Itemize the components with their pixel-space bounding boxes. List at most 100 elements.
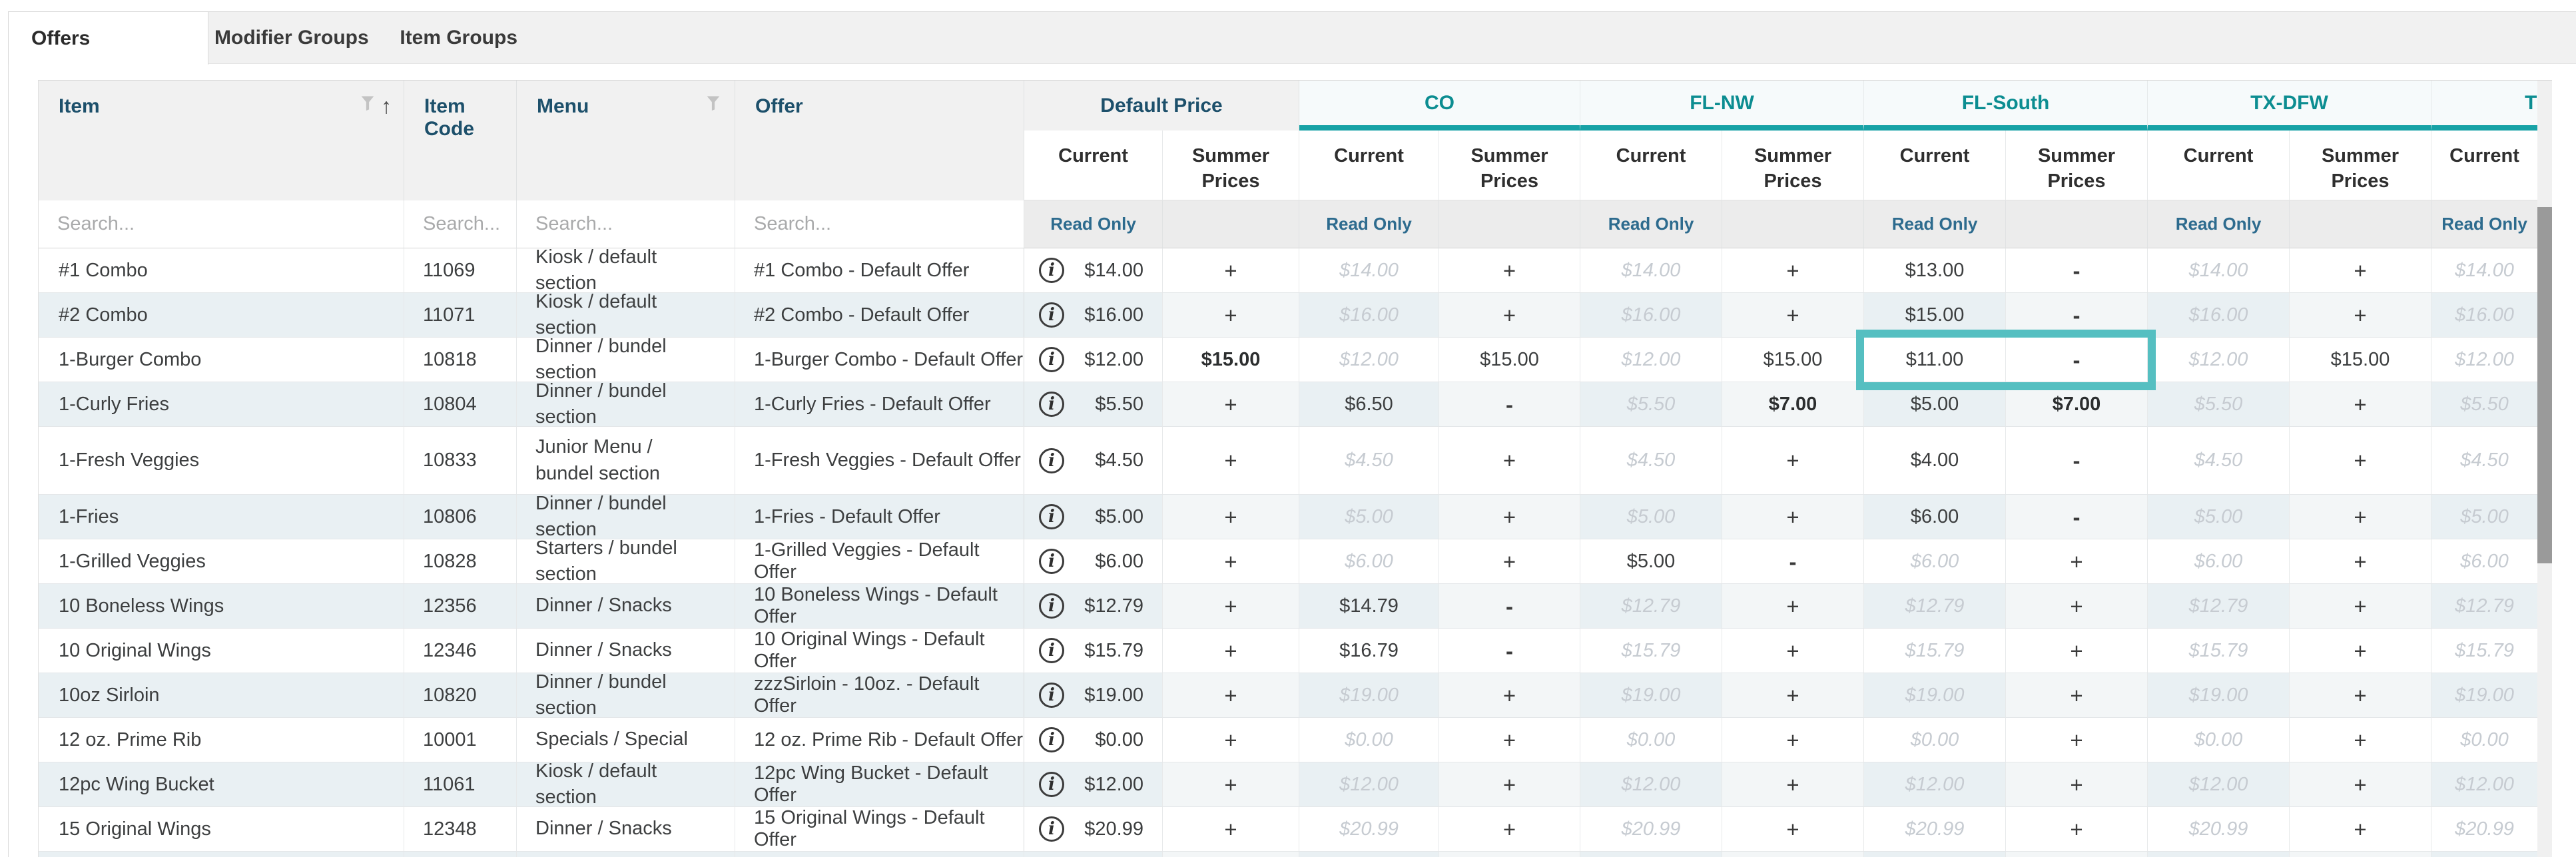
co-summer-price-cell[interactable]: +: [1439, 293, 1580, 337]
info-icon[interactable]: i: [1039, 638, 1064, 663]
add-summer-price-button[interactable]: +: [2354, 816, 2367, 842]
info-icon[interactable]: i: [1039, 258, 1064, 283]
filter-icon[interactable]: [704, 94, 723, 118]
tx-dfw-summer-price-cell[interactable]: +: [2290, 629, 2431, 673]
column-header-item[interactable]: Item ↑: [39, 81, 404, 200]
default-summer-price-cell[interactable]: +: [1163, 584, 1299, 628]
fl-south-summer-price-cell[interactable]: +: [2006, 718, 2148, 762]
add-summer-price-button[interactable]: +: [2354, 549, 2367, 574]
fl-nw-summer-price-cell[interactable]: $15.00: [1722, 338, 1864, 382]
tx-dfw-summer-price-cell[interactable]: +: [2290, 584, 2431, 628]
co-summer-price-cell[interactable]: +: [1439, 539, 1580, 583]
add-summer-price-button[interactable]: +: [2354, 448, 2367, 473]
add-summer-price-button[interactable]: +: [2354, 638, 2367, 663]
add-summer-price-button[interactable]: +: [1224, 258, 1237, 283]
co-summer-price-cell[interactable]: +: [1439, 427, 1580, 494]
fl-nw-summer-price-cell[interactable]: +: [1722, 584, 1864, 628]
info-icon[interactable]: i: [1039, 816, 1064, 842]
co-summer-price-cell[interactable]: $15.00: [1439, 338, 1580, 382]
remove-price-button[interactable]: -: [1506, 593, 1513, 619]
info-icon[interactable]: i: [1039, 447, 1064, 473]
default-summer-price-cell[interactable]: +: [1163, 248, 1299, 292]
fl-south-summer-price-cell[interactable]: $7.00: [2006, 382, 2148, 426]
add-summer-price-button[interactable]: +: [1786, 772, 1799, 797]
fl-south-summer-price-cell[interactable]: -: [2006, 495, 2148, 539]
tx-dfw-summer-price-cell[interactable]: +: [2290, 673, 2431, 717]
add-summer-price-button[interactable]: +: [1786, 302, 1799, 328]
info-icon[interactable]: i: [1039, 683, 1064, 708]
tx-dfw-summer-price-cell[interactable]: +: [2290, 382, 2431, 426]
remove-price-button[interactable]: -: [2073, 302, 2081, 328]
add-summer-price-button[interactable]: +: [1786, 727, 1799, 752]
add-summer-price-button[interactable]: +: [1786, 683, 1799, 708]
add-summer-price-button[interactable]: +: [1224, 549, 1237, 574]
column-header-menu[interactable]: Menu: [517, 81, 735, 200]
tx-dfw-summer-price-cell[interactable]: +: [2290, 248, 2431, 292]
add-summer-price-button[interactable]: +: [1502, 772, 1516, 797]
search-input-item-code[interactable]: Search...: [404, 200, 517, 248]
fl-south-summer-price-cell[interactable]: -: [2006, 248, 2148, 292]
fl-south-summer-price-cell[interactable]: +: [2006, 539, 2148, 583]
tab-item-groups[interactable]: Item Groups: [400, 26, 518, 49]
fl-south-summer-price-cell[interactable]: +: [2006, 673, 2148, 717]
add-summer-price-button[interactable]: +: [1502, 816, 1516, 842]
fl-nw-summer-price-cell[interactable]: +: [1722, 762, 1864, 806]
fl-nw-summer-price-cell[interactable]: +: [1722, 495, 1864, 539]
co-summer-price-cell[interactable]: -: [1439, 382, 1580, 426]
add-summer-price-button[interactable]: +: [1502, 549, 1516, 574]
info-icon[interactable]: i: [1039, 504, 1064, 529]
add-summer-price-button[interactable]: +: [1786, 504, 1799, 529]
add-summer-price-button[interactable]: +: [2354, 772, 2367, 797]
group-header-fl-nw[interactable]: FL-NW: [1580, 81, 1864, 131]
co-summer-price-cell[interactable]: +: [1439, 248, 1580, 292]
add-summer-price-button[interactable]: +: [2354, 727, 2367, 752]
tx-dfw-summer-price-cell[interactable]: +: [2290, 762, 2431, 806]
add-summer-price-button[interactable]: +: [1502, 448, 1516, 473]
sort-ascending-icon[interactable]: ↑: [381, 94, 392, 118]
add-summer-price-button[interactable]: +: [1224, 448, 1237, 473]
default-summer-price-cell[interactable]: +: [1163, 382, 1299, 426]
fl-south-summer-price-cell[interactable]: -: [2006, 338, 2148, 382]
vertical-scrollbar[interactable]: [2537, 81, 2552, 857]
add-summer-price-button[interactable]: +: [1224, 683, 1237, 708]
add-summer-price-button[interactable]: +: [1224, 302, 1237, 328]
default-summer-price-cell[interactable]: +: [1163, 293, 1299, 337]
add-summer-price-button[interactable]: +: [2070, 638, 2083, 663]
group-header-tx-dfw[interactable]: TX-DFW: [2148, 81, 2431, 131]
tx-dfw-summer-price-cell[interactable]: $15.00: [2290, 338, 2431, 382]
add-summer-price-button[interactable]: +: [1502, 683, 1516, 708]
fl-south-summer-price-cell[interactable]: -: [2006, 427, 2148, 494]
fl-nw-summer-price-cell[interactable]: +: [1722, 293, 1864, 337]
fl-south-summer-price-cell[interactable]: +: [2006, 629, 2148, 673]
fl-south-summer-price-cell[interactable]: +: [2006, 584, 2148, 628]
remove-price-button[interactable]: -: [1506, 392, 1513, 417]
tx-dfw-summer-price-cell[interactable]: +: [2290, 539, 2431, 583]
add-summer-price-button[interactable]: +: [2070, 816, 2083, 842]
group-header-truncated[interactable]: TX: [2431, 81, 2538, 131]
add-summer-price-button[interactable]: +: [1224, 772, 1237, 797]
tx-dfw-summer-price-cell[interactable]: +: [2290, 807, 2431, 851]
co-summer-price-cell[interactable]: +: [1439, 807, 1580, 851]
fl-nw-summer-price-cell[interactable]: +: [1722, 718, 1864, 762]
info-icon[interactable]: i: [1039, 727, 1064, 752]
tx-dfw-summer-price-cell[interactable]: +: [2290, 495, 2431, 539]
add-summer-price-button[interactable]: +: [1786, 816, 1799, 842]
fl-nw-summer-price-cell[interactable]: +: [1722, 673, 1864, 717]
fl-nw-summer-price-cell[interactable]: +: [1722, 807, 1864, 851]
add-summer-price-button[interactable]: +: [2070, 727, 2083, 752]
add-summer-price-button[interactable]: +: [2354, 302, 2367, 328]
add-summer-price-button[interactable]: +: [2070, 593, 2083, 619]
info-icon[interactable]: i: [1039, 392, 1064, 417]
co-summer-price-cell[interactable]: +: [1439, 718, 1580, 762]
add-summer-price-button[interactable]: +: [1224, 727, 1237, 752]
add-summer-price-button[interactable]: +: [2354, 504, 2367, 529]
remove-price-button[interactable]: -: [2073, 347, 2081, 372]
fl-south-summer-price-cell[interactable]: +: [2006, 762, 2148, 806]
add-summer-price-button[interactable]: +: [1502, 302, 1516, 328]
add-summer-price-button[interactable]: +: [1786, 638, 1799, 663]
default-summer-price-cell[interactable]: +: [1163, 539, 1299, 583]
search-input-offer[interactable]: Search...: [735, 200, 1024, 248]
add-summer-price-button[interactable]: +: [1224, 392, 1237, 417]
remove-price-button[interactable]: -: [1789, 549, 1797, 574]
default-summer-price-cell[interactable]: $15.00: [1163, 338, 1299, 382]
